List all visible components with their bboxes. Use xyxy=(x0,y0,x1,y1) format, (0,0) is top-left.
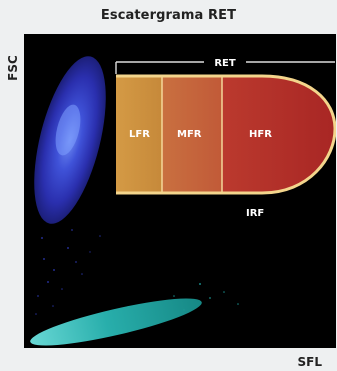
scattergram-plot: RET LFR MFR HFR IRF xyxy=(24,34,336,348)
figure-title: Escatergrama RET xyxy=(100,8,237,23)
scatter-dots xyxy=(35,229,101,315)
mfr-label: MFR xyxy=(177,129,202,140)
mfr-region xyxy=(162,76,222,193)
ret-bracket xyxy=(115,61,335,74)
rbc-cluster-core xyxy=(55,104,81,156)
lfr-label: LFR xyxy=(129,129,150,140)
ret-outline xyxy=(116,74,336,195)
ret-label: RET xyxy=(214,58,236,69)
hfr-label: HFR xyxy=(249,129,272,140)
y-axis-label: FSC xyxy=(6,55,20,81)
scattergram-svg: RET LFR MFR HFR IRF xyxy=(30,56,336,346)
lfr-region xyxy=(116,76,162,193)
region-dividers xyxy=(161,76,223,193)
irf-label: IRF xyxy=(246,208,264,219)
plt-cluster xyxy=(30,298,202,346)
x-axis-label: SFL xyxy=(297,355,323,369)
